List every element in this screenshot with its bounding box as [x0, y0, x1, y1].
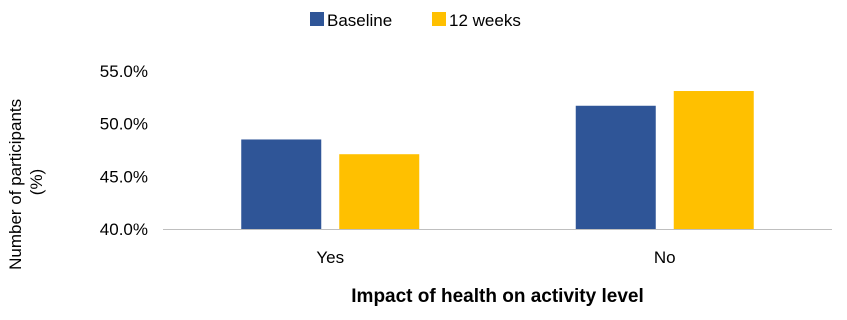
bar-yes-baseline: [241, 139, 322, 229]
x-tick-label: No: [654, 248, 676, 267]
legend-label-2: 12 weeks: [449, 11, 521, 30]
legend-swatch-2: [432, 12, 446, 26]
y-axis-title: Number of participants (%): [6, 94, 46, 270]
legend: Baseline 12 weeks: [310, 11, 521, 30]
x-tick-label: Yes: [316, 248, 344, 267]
y-axis-title-line-1: Number of participants: [6, 99, 25, 270]
bar-no-baseline: [575, 105, 656, 229]
bars: [241, 91, 754, 229]
bar-no-12-weeks: [673, 91, 754, 229]
y-tick-label: 40.0%: [100, 220, 148, 239]
x-axis-title: Impact of health on activity level: [351, 286, 643, 307]
y-axis-title-line-2: (%): [27, 169, 46, 195]
bar-yes-12-weeks: [339, 154, 420, 229]
y-tick-label: 50.0%: [100, 115, 148, 134]
y-tick-label: 45.0%: [100, 167, 148, 186]
x-axis: Yes No: [163, 229, 832, 267]
legend-label-1: Baseline: [327, 11, 392, 30]
legend-swatch-1: [310, 12, 324, 26]
y-axis: 40.0% 45.0% 50.0% 55.0%: [100, 62, 148, 239]
y-tick-label: 55.0%: [100, 62, 148, 81]
